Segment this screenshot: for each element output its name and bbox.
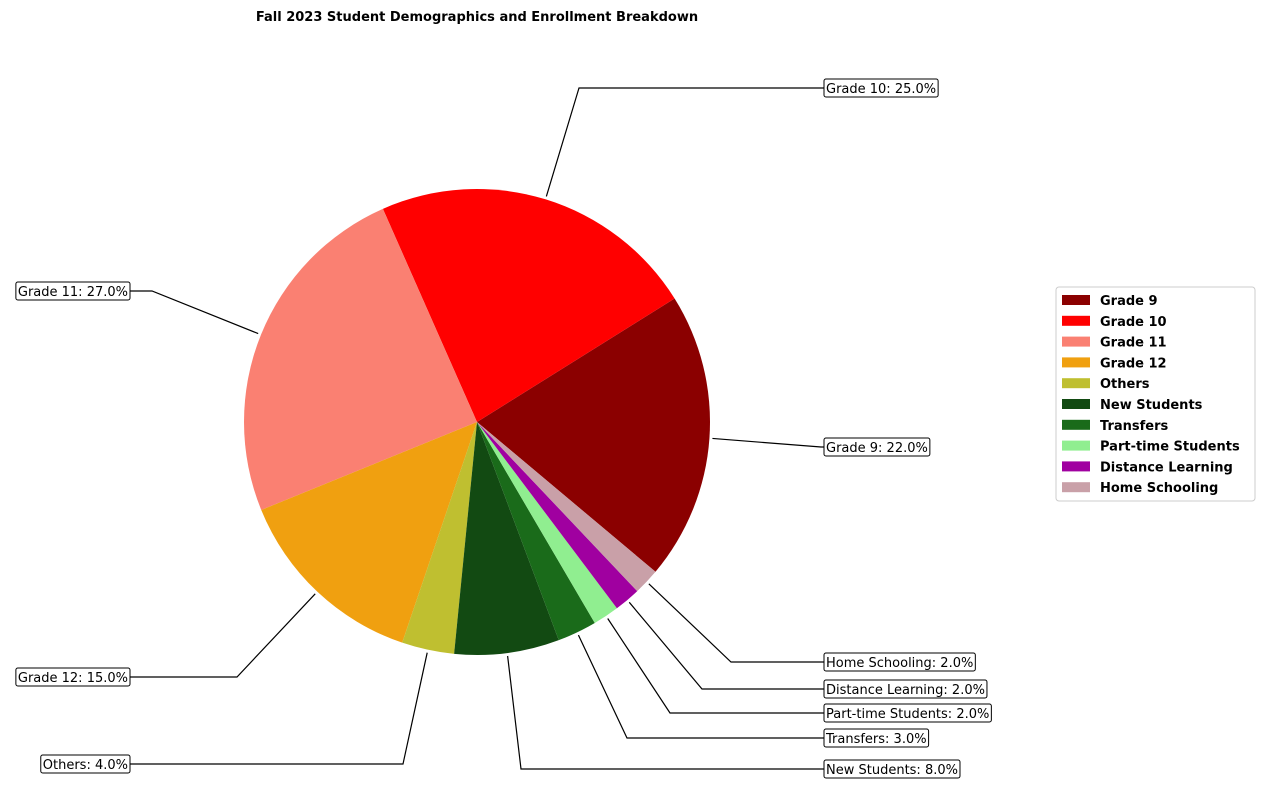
legend-label: Distance Learning (1100, 460, 1233, 475)
slice-label-part-time-students: Part-time Students: 2.0% (823, 703, 992, 723)
callout-line-grade-10 (545, 87, 826, 197)
pie-slice-home-schooling (477, 422, 656, 592)
pie-slice-others (402, 422, 477, 654)
pie-slice-grade-9 (477, 298, 710, 572)
legend-item-grade-10: Grade 10 (1062, 315, 1167, 330)
legend-label: Grade 9 (1100, 294, 1158, 309)
slice-label-box (15, 667, 131, 687)
slice-label-box (823, 728, 930, 748)
slice-label-box (823, 679, 988, 699)
slice-label-grade-9: Grade 9: 22.0% (823, 437, 931, 457)
legend-label: Others (1100, 377, 1150, 392)
slice-label-home-schooling: Home Schooling: 2.0% (823, 652, 976, 672)
legend-label: Part-time Students (1100, 440, 1240, 455)
callout-line-distance-learning (628, 601, 826, 690)
legend-item-distance-learning: Distance Learning (1062, 460, 1233, 475)
pie-slice-grade-12 (261, 422, 477, 643)
slice-label-text: Grade 12: 15.0% (18, 671, 128, 686)
slice-label-box (40, 754, 131, 774)
pie-slices (244, 188, 710, 656)
slice-label-box (823, 78, 939, 98)
chart-title: Fall 2023 Student Demographics and Enrol… (256, 10, 698, 25)
slice-label-text: Others: 4.0% (43, 758, 128, 773)
slice-label-grade-12: Grade 12: 15.0% (15, 667, 131, 687)
legend-label: New Students (1100, 398, 1203, 413)
pie-slice-transfers (477, 422, 595, 641)
slice-label-box (823, 703, 992, 723)
legend-item-grade-11: Grade 11 (1062, 336, 1167, 351)
slice-label-box (15, 281, 131, 301)
legend-label: Grade 12 (1100, 356, 1167, 371)
legend-item-home-schooling: Home Schooling (1062, 481, 1218, 496)
pie-slice-grade-11 (244, 208, 477, 510)
slice-label-new-students: New Students: 8.0% (823, 759, 961, 779)
slice-callouts: Grade 9: 22.0% Grade 10: 25.0% Grade 11: 2… (15, 78, 992, 779)
slice-label-transfers: Transfers: 3.0% (823, 728, 930, 748)
legend-item-others: Others (1062, 377, 1150, 392)
slice-label-box (823, 437, 931, 457)
slice-label-grade-11: Grade 11: 27.0% (15, 281, 131, 301)
pie-slice-grade-10 (382, 188, 675, 422)
legend-item-grade-9: Grade 9 (1062, 294, 1158, 309)
legend-swatch (1062, 419, 1090, 430)
legend-label: Home Schooling (1100, 481, 1218, 496)
legend-item-part-time-students: Part-time Students (1062, 440, 1240, 455)
legend-label: Grade 11 (1100, 336, 1167, 351)
pie-slice-distance-learning (477, 422, 638, 609)
legend-swatch (1062, 461, 1090, 472)
slice-label-text: Home Schooling: 2.0% (826, 656, 973, 671)
slice-label-text: Grade 9: 22.0% (826, 441, 928, 456)
slice-label-others: Others: 4.0% (40, 754, 131, 774)
callout-line-transfers (577, 634, 826, 739)
legend-label: Grade 10 (1100, 315, 1167, 330)
legend-swatch (1062, 399, 1090, 409)
legend-swatch (1062, 357, 1090, 368)
pie-slice-new-students (454, 422, 559, 656)
legend-swatch (1062, 440, 1090, 451)
pie-slice-part-time-students (477, 422, 617, 624)
slice-label-text: New Students: 8.0% (826, 763, 958, 778)
slice-label-text: Grade 10: 25.0% (826, 82, 936, 97)
callout-line-grade-9 (712, 437, 826, 448)
callout-line-part-time-students (607, 618, 826, 714)
slice-label-text: Part-time Students: 2.0% (826, 707, 989, 722)
legend-item-transfers: Transfers (1062, 419, 1168, 434)
slice-label-text: Transfers: 3.0% (825, 732, 927, 747)
callout-line-grade-12 (128, 593, 316, 678)
legend-swatch (1062, 336, 1090, 347)
slice-label-text: Grade 11: 27.0% (18, 285, 128, 300)
callout-line-home-schooling (648, 583, 826, 663)
legend-item-new-students: New Students (1062, 398, 1203, 413)
legend-item-grade-12: Grade 12 (1062, 356, 1167, 371)
slice-label-box (823, 759, 961, 779)
callout-line-others (128, 652, 428, 765)
slice-label-distance-learning: Distance Learning: 2.0% (823, 679, 988, 699)
legend-swatch (1062, 295, 1090, 305)
legend-swatch (1062, 315, 1090, 326)
callout-line-new-students (507, 655, 826, 770)
legend-frame (1055, 286, 1256, 502)
legend-swatch (1062, 482, 1090, 493)
slice-label-text: Distance Learning: 2.0% (826, 683, 985, 698)
slice-label-box (823, 652, 976, 672)
legend: Grade 9 Grade 10 Grade 11 Grade 12 Others New… (1055, 286, 1256, 502)
slice-label-grade-10: Grade 10: 25.0% (823, 78, 939, 98)
callout-line-grade-11 (128, 290, 259, 335)
legend-label: Transfers (1100, 419, 1168, 434)
legend-swatch (1062, 378, 1090, 389)
